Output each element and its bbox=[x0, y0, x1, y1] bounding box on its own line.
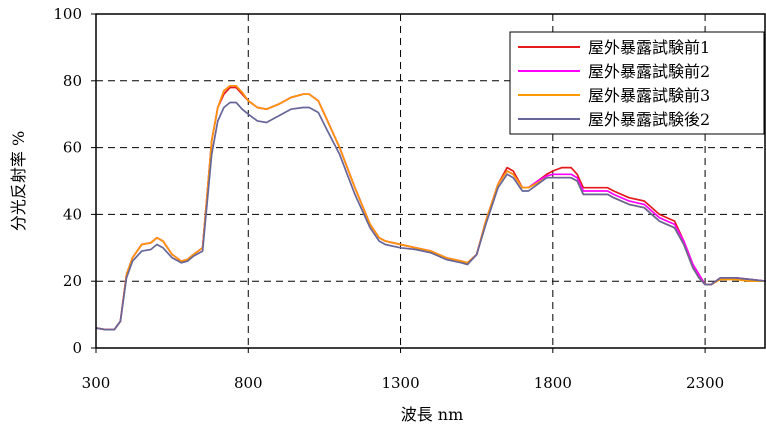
y-axis-title: 分光反射率 % bbox=[9, 131, 28, 231]
legend-label: 屋外暴露試験後2 bbox=[588, 110, 710, 129]
x-tick-label: 2300 bbox=[686, 374, 724, 392]
legend-label: 屋外暴露試験前1 bbox=[588, 38, 710, 57]
y-tick-label: 100 bbox=[53, 5, 82, 23]
x-tick-label: 1300 bbox=[381, 374, 419, 392]
y-tick-label: 20 bbox=[63, 272, 82, 290]
legend: 屋外暴露試験前1 屋外暴露試験前2 屋外暴露試験前3 屋外暴露試験後2 bbox=[509, 31, 765, 135]
legend-label: 屋外暴露試験前3 bbox=[588, 86, 710, 105]
legend-item-2: 屋外暴露試験前2 bbox=[518, 62, 710, 81]
legend-item-1: 屋外暴露試験前1 bbox=[518, 38, 710, 57]
x-axis-title: 波長 nm bbox=[401, 405, 464, 424]
x-tick-label: 300 bbox=[82, 374, 111, 392]
x-tick-label: 800 bbox=[234, 374, 263, 392]
axis-ticks: 0 20 40 60 80 100 300 800 1300 1800 2300 bbox=[53, 5, 724, 392]
legend-item-3: 屋外暴露試験前3 bbox=[518, 86, 710, 105]
legend-box bbox=[509, 31, 765, 135]
y-tick-label: 0 bbox=[72, 339, 82, 357]
series-line-4 bbox=[95, 101, 766, 331]
legend-item-4: 屋外暴露試験後2 bbox=[518, 110, 710, 129]
y-tick-label: 60 bbox=[63, 139, 82, 157]
x-tick-label: 1800 bbox=[534, 374, 572, 392]
plot-area-frame bbox=[95, 13, 766, 349]
y-tick-label: 80 bbox=[63, 72, 82, 90]
legend-label: 屋外暴露試験前2 bbox=[588, 62, 710, 81]
series-lines bbox=[95, 84, 766, 331]
y-tick-label: 40 bbox=[63, 205, 82, 223]
